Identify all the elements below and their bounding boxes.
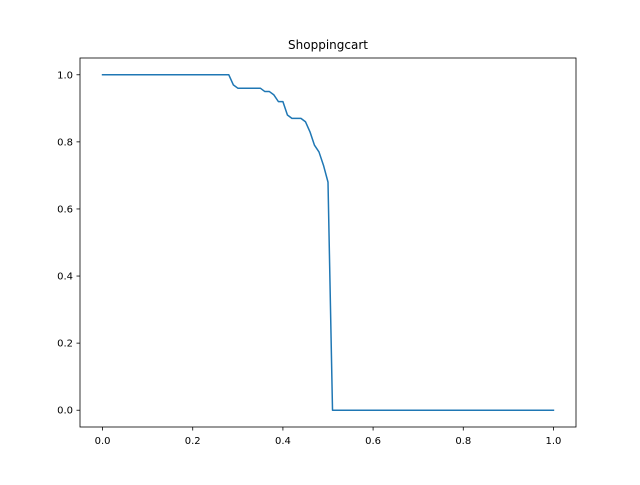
y-tick-label-2: 0.4: [57, 272, 73, 283]
x-tick-label-5: 1.0: [546, 436, 562, 447]
x-tick-label-0: 0.0: [95, 436, 111, 447]
plot-area: 0.0 0.2 0.4 0.6 0.8 1.0 0.0 0.2 0.4 0.6 0.8 1.0: [57, 57, 577, 447]
x-tick-label-1: 0.2: [185, 436, 201, 447]
y-tick-label-3: 0.6: [57, 204, 73, 215]
x-tick-label-4: 0.8: [455, 436, 471, 447]
y-tick-label-4: 0.8: [57, 137, 73, 148]
x-tick-label-3: 0.6: [365, 436, 381, 447]
y-tick-label-1: 0.2: [57, 339, 73, 350]
axes-frame: [79, 57, 577, 428]
chart-title: Shoppingcart: [288, 38, 368, 52]
x-tick-label-2: 0.4: [275, 436, 291, 447]
y-tick-label-0: 0.0: [57, 406, 73, 417]
series-line-0: [101, 74, 555, 411]
y-tick-label-5: 1.0: [57, 70, 73, 81]
